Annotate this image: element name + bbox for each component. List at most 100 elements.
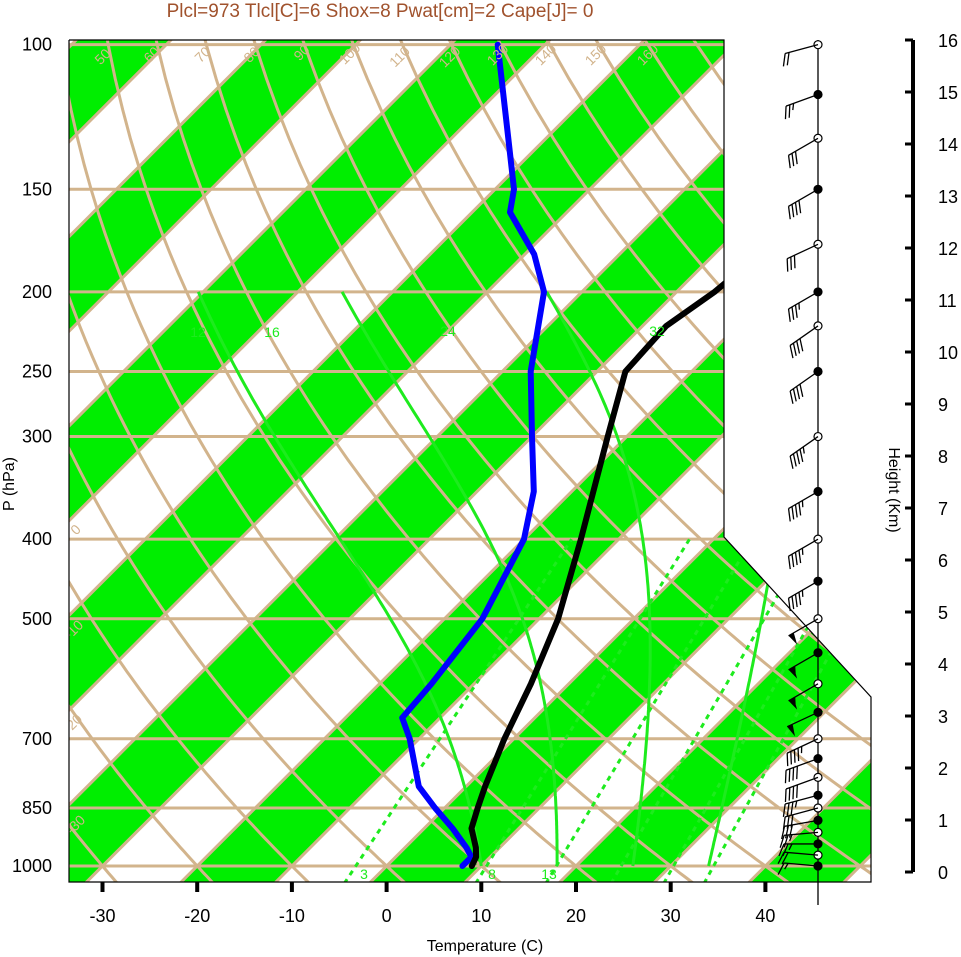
isotherm-band (542, 40, 871, 882)
wind-barb (784, 757, 819, 784)
wind-barb (782, 794, 819, 817)
barb-full (790, 814, 794, 828)
wind-barb (787, 538, 819, 570)
wind-barb (787, 291, 819, 322)
barb-full (791, 153, 795, 167)
height-axis-title: Height (Km) (885, 447, 902, 532)
height-tick-label: 5 (938, 603, 948, 623)
barb-half (788, 843, 793, 851)
barb-full (799, 449, 804, 462)
barb-half (793, 697, 796, 705)
wind-barb (789, 325, 819, 359)
barb-full (794, 552, 798, 566)
pressure-tick-label: 1000 (12, 856, 52, 876)
pressure-tick-label: 400 (22, 529, 52, 549)
barb-full (788, 768, 791, 782)
height-tick-label: 1 (938, 811, 948, 831)
wind-barb (788, 618, 819, 645)
barb-shaft (788, 137, 819, 156)
height-tick-label: 0 (938, 863, 948, 883)
barb-full (796, 386, 801, 400)
x-tick-label: 0 (382, 906, 392, 926)
barb-full (786, 815, 790, 829)
mixing-ratio-line (544, 538, 754, 882)
barb-half (784, 863, 789, 870)
barb-full (798, 592, 802, 606)
barb-full (799, 338, 804, 352)
height-tick-label: 4 (938, 655, 948, 675)
mixing-ratio-label: 12 (190, 324, 206, 340)
barb-full (782, 53, 786, 67)
mixing-ratio-label: 32 (649, 323, 665, 339)
isotherm-line (69, 40, 342, 882)
barb-full (786, 753, 789, 767)
isotherm-band (69, 40, 815, 882)
isotherm-line (69, 40, 437, 882)
barb-full (789, 345, 794, 359)
barb-shaft (788, 652, 819, 671)
barb-full (799, 383, 804, 397)
barb-shaft (786, 711, 819, 728)
barb-full (779, 835, 785, 848)
height-tick-label: 13 (938, 187, 958, 207)
barb-full (787, 556, 791, 570)
wind-barb (787, 137, 819, 169)
barb-full (782, 803, 786, 817)
barb-full (794, 151, 798, 165)
wind-barb (784, 93, 819, 120)
barb-shaft (784, 819, 819, 827)
chart-title: Plcl=973 Tlcl[C]=6 Shox=8 Pwat[cm]=2 Cap… (167, 1, 594, 22)
barb-shaft (785, 776, 819, 790)
barb-shaft (789, 436, 819, 457)
barb-half (801, 590, 804, 597)
barb-full (794, 504, 798, 518)
height-tick-label: 11 (938, 291, 957, 311)
x-tick-label: 20 (566, 906, 586, 926)
mixing-ratio-label: 24 (440, 323, 456, 339)
isotherm-line (69, 40, 626, 882)
pressure-tick-label: 850 (22, 798, 52, 818)
barb-full (793, 255, 796, 269)
barb-full (791, 506, 795, 520)
x-tick-label: 30 (661, 906, 681, 926)
barb-half (800, 746, 803, 754)
barb-full (787, 508, 791, 522)
wind-barb (777, 862, 819, 875)
barb-half (793, 666, 796, 673)
wind-barb (786, 243, 819, 272)
barb-half (794, 800, 798, 808)
height-tick-label: 9 (938, 395, 948, 415)
x-tick-label: -10 (279, 906, 305, 926)
barb-full (788, 824, 794, 838)
pressure-tick-label: 500 (22, 609, 52, 629)
wind-marker (813, 321, 823, 331)
barb-shaft (788, 538, 819, 557)
barb-full (778, 843, 785, 857)
height-tick-label: 6 (938, 551, 948, 571)
pressure-tick-label: 200 (22, 282, 52, 302)
x-tick-label: -30 (89, 906, 115, 926)
barb-shaft (785, 757, 819, 771)
barb-full (797, 748, 800, 762)
barb-half (801, 548, 804, 555)
barb-full (781, 852, 789, 865)
barb-full (790, 256, 793, 270)
barb-full (792, 388, 797, 402)
barb-shaft (784, 807, 819, 818)
wind-barb (787, 188, 819, 220)
barb-full (794, 202, 798, 216)
barb-shaft (784, 44, 819, 55)
barb-full (788, 104, 791, 118)
wind-barb (786, 738, 819, 767)
barb-full (794, 594, 798, 608)
height-tick-label: 16 (938, 31, 958, 51)
wind-barb (786, 711, 819, 737)
barb-half (792, 103, 795, 111)
barb-full (792, 767, 795, 781)
x-tick-label: -20 (184, 906, 210, 926)
barb-full (790, 801, 794, 815)
barb-shaft (788, 490, 819, 510)
moist-adiabat (545, 291, 652, 867)
barb-full (786, 52, 790, 66)
dry-adiabat (69, 40, 314, 882)
